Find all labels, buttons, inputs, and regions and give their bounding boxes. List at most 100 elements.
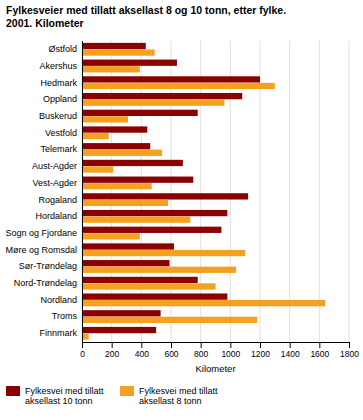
y-tick-label: Oppland (43, 94, 77, 104)
legend-item: Fylkesvei med tillattaksellast 10 tonn (6, 386, 104, 406)
legend-label: Fylkesvei med tillattaksellast 10 tonn (25, 386, 104, 406)
legend-label-line: Fylkesvei med tillatt (25, 386, 104, 396)
x-tick: 1200 (251, 342, 270, 359)
bar (82, 293, 227, 299)
bar (82, 267, 236, 273)
y-axis-line (82, 41, 83, 342)
bar (82, 133, 109, 139)
bar (82, 317, 257, 323)
bar (82, 150, 162, 156)
y-tick-label: Sør-Trøndelag (19, 261, 77, 271)
y-tick: Østfold (48, 44, 77, 54)
title-line: 2001. Kilometer (6, 17, 84, 29)
title-line: Fylkesveier med tillatt aksellast 8 og 1… (6, 4, 286, 16)
x-tick-mark (201, 342, 202, 348)
y-tick-label: Sogn og Fjordane (5, 228, 77, 238)
bar (82, 100, 224, 106)
bar (82, 143, 150, 149)
legend-label-line: Fylkesvei med tillatt (139, 386, 218, 396)
x-tick-mark (349, 342, 350, 348)
bar (82, 166, 113, 172)
x-tick-label: 1800 (340, 349, 359, 359)
x-tick-label: 1600 (310, 349, 329, 359)
bar (82, 200, 168, 206)
y-tick: Vest-Agder (32, 178, 77, 188)
x-tick: 1600 (310, 342, 329, 359)
x-tick-mark (171, 342, 172, 348)
y-tick: Vestfold (45, 128, 77, 138)
x-tick-label: 800 (194, 349, 208, 359)
bar (82, 126, 147, 132)
y-tick: Aust-Agder (32, 161, 77, 171)
bar-series (82, 49, 325, 339)
grid-line (349, 41, 350, 342)
bar (82, 260, 170, 266)
grid-line (289, 41, 290, 342)
bars (82, 43, 325, 340)
x-tick-mark (141, 342, 142, 348)
y-tick: Troms (52, 311, 78, 321)
y-tick-label: Telemark (40, 144, 77, 154)
y-tick-label: Buskerud (39, 111, 77, 121)
bar (82, 76, 260, 82)
y-tick-label: Finnmark (39, 328, 77, 338)
y-tick: Møre og Romsdal (5, 245, 77, 255)
x-tick-mark (82, 342, 83, 348)
y-tick: Telemark (40, 144, 77, 154)
bar (82, 327, 156, 333)
y-tick: Finnmark (39, 328, 77, 338)
x-axis-title: Kilometer (195, 363, 235, 374)
y-axis: ØstfoldAkershusHedmarkOpplandBuskerudVes… (5, 41, 82, 342)
x-tick-label: 1400 (281, 349, 300, 359)
bar (82, 49, 155, 55)
bar (82, 110, 198, 116)
x-tick: 1000 (221, 342, 240, 359)
chart: Fylkesveier med tillatt aksellast 8 og 1… (0, 0, 363, 420)
y-tick: Buskerud (39, 111, 77, 121)
legend-swatch (120, 386, 134, 396)
grid-line (82, 41, 83, 342)
y-tick-label: Vest-Agder (32, 178, 77, 188)
x-tick-label: 200 (105, 349, 119, 359)
bar (82, 310, 161, 316)
x-tick: 600 (164, 342, 178, 359)
bar (82, 233, 140, 239)
y-tick-label: Vestfold (45, 128, 77, 138)
y-tick: Nordland (40, 295, 77, 305)
bar (82, 283, 216, 289)
x-tick-mark (230, 342, 231, 348)
x-tick: 400 (135, 342, 149, 359)
y-tick: Sogn og Fjordane (5, 228, 77, 238)
bar (82, 210, 227, 216)
legend: Fylkesvei med tillattaksellast 10 tonnFy… (6, 386, 218, 406)
bar (82, 116, 128, 122)
y-tick: Rogaland (38, 195, 77, 205)
y-tick-label: Hedmark (40, 78, 77, 88)
y-tick-label: Østfold (48, 44, 77, 54)
bar (82, 177, 193, 183)
bar (82, 83, 275, 89)
bar (82, 60, 177, 66)
x-tick-label: 600 (164, 349, 178, 359)
legend-item: Fylkesvei med tillattaksellast 8 tonn (120, 386, 218, 406)
legend-label-line: aksellast 8 tonn (139, 396, 202, 406)
x-tick-mark (290, 342, 291, 348)
y-tick-label: Nord-Trøndelag (14, 278, 77, 288)
legend-label: Fylkesvei med tillattaksellast 8 tonn (139, 386, 218, 406)
legend-swatch (6, 386, 20, 396)
x-tick: 1400 (281, 342, 300, 359)
bar (82, 250, 245, 256)
bar (82, 66, 140, 72)
bar (82, 277, 198, 283)
x-tick-mark (112, 342, 113, 348)
x-axis-line (83, 343, 350, 349)
grid-line (319, 41, 320, 342)
plot: 020040060080010001200140016001800Østfold… (5, 41, 359, 359)
bar (82, 333, 89, 339)
y-tick: Oppland (43, 94, 77, 104)
y-tick-label: Rogaland (38, 195, 77, 205)
bar (82, 216, 190, 222)
y-tick-label: Møre og Romsdal (5, 245, 77, 255)
x-tick-mark (319, 342, 320, 348)
y-tick-label: Troms (52, 311, 78, 321)
